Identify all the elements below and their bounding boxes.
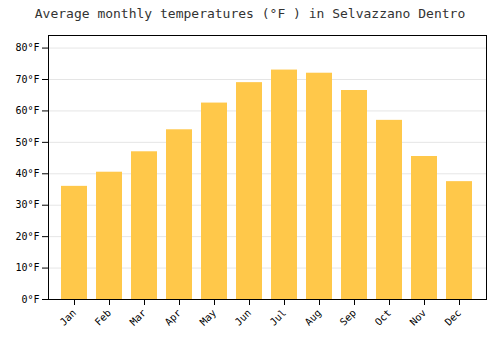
svg-text:Mar: Mar [128,307,149,328]
svg-text:40°F: 40°F [15,168,39,179]
svg-text:10°F: 10°F [15,262,39,273]
svg-text:0°F: 0°F [21,294,39,305]
svg-text:Nov: Nov [408,307,429,328]
svg-text:80°F: 80°F [15,42,39,53]
svg-text:70°F: 70°F [15,74,39,85]
svg-text:Jan: Jan [58,307,79,328]
svg-text:Sep: Sep [338,307,359,328]
svg-text:60°F: 60°F [15,105,39,116]
svg-text:Dec: Dec [443,307,464,328]
svg-text:20°F: 20°F [15,231,39,242]
svg-text:Apr: Apr [163,307,184,328]
svg-text:Feb: Feb [93,307,114,328]
svg-text:50°F: 50°F [15,137,39,148]
svg-text:Aug: Aug [303,307,324,328]
svg-text:May: May [198,307,219,328]
svg-text:30°F: 30°F [15,199,39,210]
svg-text:Jun: Jun [233,307,254,328]
html-text:Average monthly temperatures (: Average monthly temperatures (°F ) in Se… [34,6,466,21]
svg-text:Oct: Oct [373,307,394,328]
svg-text:Jul: Jul [268,307,289,328]
